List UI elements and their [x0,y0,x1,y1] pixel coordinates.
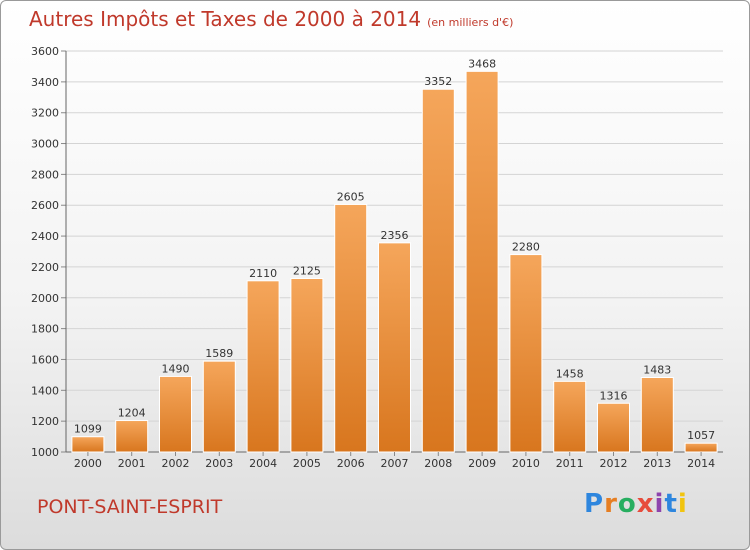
y-tick-label: 2400 [31,230,59,243]
bar [202,360,236,453]
bar [597,402,630,453]
bar [334,203,368,453]
y-tick-label: 2200 [31,261,59,274]
bar [290,277,324,453]
logo-letter: t [664,489,678,519]
bar-value-label: 1204 [118,407,146,420]
y-tick-label: 2600 [31,199,59,212]
y-tick-label: 1200 [31,415,59,428]
bar-value-label: 2356 [381,229,409,242]
logo-letter: r [604,489,618,519]
x-tick-label: 2000 [74,457,102,470]
x-tick-label: 2005 [293,457,321,470]
bar [553,380,587,453]
x-tick-label: 2001 [118,457,146,470]
bar [159,375,192,453]
x-tick-label: 2003 [205,457,233,470]
y-tick-label: 1400 [31,384,59,397]
logo-letter: i [654,489,665,519]
y-tick-label: 1800 [31,323,59,336]
logo-letter: o [617,489,637,519]
y-tick-label: 1000 [31,446,59,459]
y-tick-label: 3400 [31,76,59,89]
logo-letter: i [677,489,688,519]
x-tick-label: 2013 [643,457,671,470]
y-tick-label: 2800 [31,168,59,181]
chart-title-main: Autres Impôts et Taxes de 2000 à 2014 [29,7,422,31]
x-tick-label: 2011 [556,457,584,470]
x-tick-label: 2007 [381,457,409,470]
logo-letter: x [636,489,655,519]
chart-title: Autres Impôts et Taxes de 2000 à 2014 (en… [29,7,513,31]
bar-value-label: 1589 [205,347,233,360]
x-tick-label: 2006 [337,457,365,470]
y-tick-label: 3200 [31,107,59,120]
logo-letter: P [584,489,605,519]
y-tick-label: 2000 [31,292,59,305]
bar-value-label: 1099 [74,423,102,436]
x-tick-label: 2008 [424,457,452,470]
bar [246,280,280,453]
x-tick-label: 2012 [600,457,628,470]
city-name: PONT-SAINT-ESPRIT [37,496,223,518]
x-tick-label: 2004 [249,457,277,470]
bar-value-label: 1316 [600,389,628,402]
bar [684,442,718,453]
bar-value-label: 3352 [424,75,452,88]
bar [115,420,149,453]
bar [421,88,455,453]
bar-value-label: 2605 [337,190,365,203]
chart-title-unit: (en milliers d'€) [427,16,514,29]
bar-value-label: 3468 [468,57,496,70]
x-tick-label: 2009 [468,457,496,470]
bar [71,436,105,453]
bar [378,242,411,453]
bar-value-label: 2110 [249,267,277,280]
bar [465,70,499,453]
bar-value-label: 1458 [556,367,584,380]
x-tick-label: 2002 [162,457,190,470]
bar-value-label: 2125 [293,264,321,277]
x-tick-label: 2014 [687,457,715,470]
bar-value-label: 1490 [162,362,190,375]
bar [509,254,543,453]
bar-value-label: 1057 [687,429,715,442]
x-tick-label: 2010 [512,457,540,470]
bar-value-label: 1483 [643,364,671,377]
y-tick-label: 3000 [31,138,59,151]
bar [640,377,674,453]
proxiti-logo: Proxiti [584,489,688,519]
y-tick-label: 1600 [31,353,59,366]
y-tick-label: 3600 [31,45,59,58]
bar-value-label: 2280 [512,241,540,254]
